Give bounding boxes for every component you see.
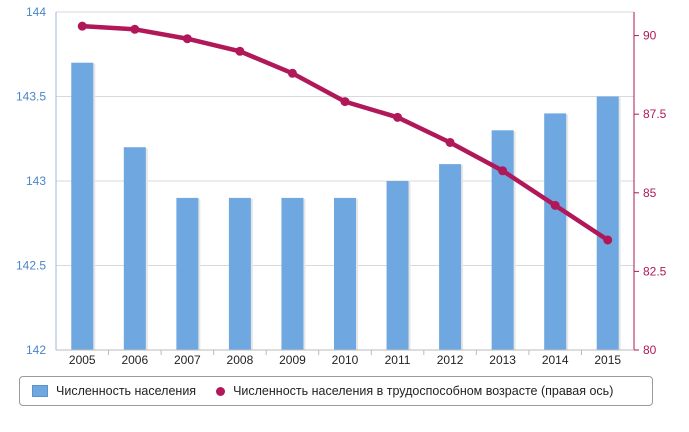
bar[interactable] <box>386 181 409 350</box>
left-axis-ticks: 142 142.5 143 143.5 144 <box>16 5 46 357</box>
x-tick-label: 2015 <box>594 353 621 367</box>
x-tick-label: 2009 <box>279 353 306 367</box>
legend-item-working-age[interactable]: Численность населения в трудоспособном в… <box>216 384 613 398</box>
axes <box>55 12 639 355</box>
bar-series <box>71 62 621 351</box>
bar[interactable] <box>71 62 94 350</box>
bar[interactable] <box>596 96 619 351</box>
legend-item-population[interactable]: Численность населения <box>32 384 196 398</box>
line-point[interactable] <box>550 200 560 210</box>
x-tick-label: 2013 <box>489 353 516 367</box>
x-tick-label: 2005 <box>69 353 96 367</box>
bar[interactable] <box>176 197 199 350</box>
bar[interactable] <box>439 164 462 350</box>
line-point[interactable] <box>182 34 192 44</box>
line-point[interactable] <box>130 24 140 34</box>
left-tick-label: 142 <box>26 343 46 357</box>
legend-bar-swatch <box>32 385 48 397</box>
left-tick-label: 144 <box>26 5 46 19</box>
left-tick-label: 143.5 <box>16 90 46 104</box>
x-tick-label: 2014 <box>542 353 569 367</box>
line-point[interactable] <box>445 137 455 147</box>
line-point[interactable] <box>77 21 87 31</box>
line-point[interactable] <box>393 112 403 122</box>
legend-label-population: Численность населения <box>56 384 197 398</box>
line-series <box>77 21 613 245</box>
x-tick-label: 2008 <box>227 353 254 367</box>
x-axis-ticks: 2005 2006 2007 2008 2009 2010 2011 2012 2013 2014… <box>69 353 621 367</box>
line-point[interactable] <box>235 46 245 56</box>
x-tick-label: 2010 <box>332 353 359 367</box>
line-point[interactable] <box>340 97 350 107</box>
bar[interactable] <box>334 197 356 350</box>
legend: Численность населения Численность населе… <box>19 376 653 406</box>
line-point[interactable] <box>498 166 508 176</box>
legend-label-working-age: Численность населения в трудоспособном в… <box>233 384 614 398</box>
legend-dot-swatch <box>216 386 226 396</box>
right-tick-label: 80 <box>643 343 657 357</box>
right-axis-ticks: 80 82.5 85 87.5 90 <box>643 29 667 357</box>
right-tick-label: 82.5 <box>643 264 667 278</box>
right-tick-label: 85 <box>643 186 657 200</box>
left-tick-label: 143 <box>26 174 46 188</box>
bar[interactable] <box>228 197 251 350</box>
x-tick-label: 2007 <box>174 353 201 367</box>
bar[interactable] <box>281 197 304 350</box>
right-tick-label: 90 <box>643 29 657 43</box>
x-tick-label: 2012 <box>437 353 464 367</box>
x-tick-label: 2006 <box>121 353 148 367</box>
right-tick-label: 87.5 <box>643 107 667 121</box>
x-tick-label: 2011 <box>385 353 411 367</box>
left-tick-label: 142.5 <box>16 259 46 273</box>
bar[interactable] <box>544 113 567 351</box>
line-point[interactable] <box>287 68 297 78</box>
bar[interactable] <box>491 130 514 350</box>
bar[interactable] <box>123 147 146 350</box>
line-point[interactable] <box>603 235 613 245</box>
